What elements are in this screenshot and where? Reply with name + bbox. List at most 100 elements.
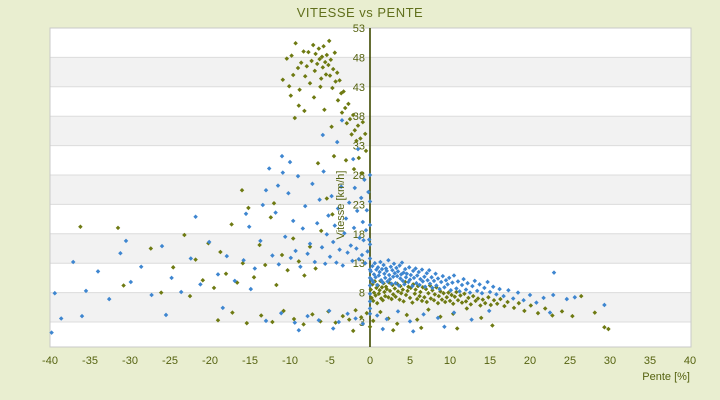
scatter-point-series-olive [475, 296, 481, 301]
scatter-point-series-olive [390, 292, 396, 297]
scatter-point-series-olive [328, 57, 334, 63]
scatter-point-series-blue [399, 260, 405, 265]
scatter-point-series-olive [379, 285, 385, 290]
scatter-point-series-blue [334, 260, 339, 265]
scatter-point-series-blue [356, 256, 362, 262]
scatter-point-series-blue [427, 281, 433, 287]
y-tick-label: 23 [353, 199, 365, 211]
scatter-point-series-blue [263, 188, 269, 193]
scatter-point-series-olive [419, 298, 425, 304]
scatter-point-series-blue [370, 263, 375, 269]
scatter-point-series-olive [215, 317, 221, 323]
scatter-point-series-olive [502, 303, 507, 309]
scatter-point-series-olive [449, 292, 454, 298]
scatter-point-series-olive [371, 290, 377, 295]
scatter-point-series-olive [454, 326, 460, 331]
scatter-point-series-blue [305, 313, 310, 319]
x-tick-label: 0 [367, 355, 373, 367]
scatter-point-series-olive [288, 93, 294, 98]
y-axis-title: Vitesse [km/h] [335, 170, 347, 240]
scatter-point-series-olive [462, 291, 467, 297]
scatter-point-series-blue [287, 159, 293, 165]
scatter-point-series-blue [422, 274, 427, 279]
x-tick-label: -30 [122, 355, 138, 367]
scatter-point-series-olive [412, 291, 418, 297]
scatter-point-series-olive [200, 277, 206, 283]
scatter-point-series-blue [391, 261, 397, 267]
scatter-point-series-blue [422, 284, 428, 289]
x-tick-label: 20 [524, 355, 536, 367]
scatter-point-series-blue [388, 264, 394, 269]
scatter-point-series-olive [400, 287, 406, 292]
scatter-point-series-blue [541, 295, 546, 301]
scatter-point-series-blue [485, 279, 490, 285]
scatter-point-series-blue [521, 297, 526, 303]
scatter-point-series-olive [258, 313, 264, 318]
scatter-point-series-blue [362, 177, 367, 182]
scatter-point-series-olive [486, 295, 491, 300]
scatter-point-series-blue [288, 255, 294, 261]
scatter-point-series-blue [70, 259, 76, 265]
scatter-point-series-blue [367, 256, 373, 261]
scatter-point-series-blue [482, 285, 487, 291]
scatter-point-series-olive [316, 46, 322, 51]
x-tick-label: -35 [82, 355, 98, 367]
scatter-point-series-blue [384, 268, 390, 274]
scatter-point-series-blue [410, 283, 415, 289]
scatter-point-series-olive [268, 215, 274, 220]
scatter-point-series-blue [330, 239, 336, 245]
scatter-point-series-blue [394, 265, 399, 271]
scatter-point-series-blue [392, 270, 398, 276]
scatter-point-series-olive [592, 310, 598, 315]
scatter-point-series-blue [442, 324, 447, 329]
scatter-point-series-olive [285, 267, 290, 273]
scatter-point-series-blue [378, 259, 383, 265]
scatter-point-series-olive [394, 321, 400, 327]
y-tick-label: 38 [353, 111, 365, 123]
scatter-point-series-olive [312, 68, 318, 74]
scatter-point-series-olive [367, 324, 373, 329]
scatter-point-series-olive [516, 300, 522, 306]
scatter-point-series-olive [356, 155, 362, 161]
scatter-point-series-olive [468, 302, 474, 307]
scatter-point-series-blue [296, 327, 302, 333]
scatter-point-series-olive [378, 309, 383, 315]
scatter-point-series-olive [428, 296, 434, 301]
scatter-point-series-blue [403, 275, 409, 280]
scatter-point-series-blue [327, 254, 333, 259]
scatter-point-series-olive [505, 299, 510, 305]
scatter-point-series-blue [360, 219, 366, 225]
scatter-point-series-blue [337, 247, 342, 252]
scatter-point-series-blue [442, 285, 447, 290]
scatter-point-series-blue [435, 276, 441, 281]
x-tick-label: -40 [42, 355, 58, 367]
scatter-point-series-blue [169, 275, 174, 281]
scatter-point-series-blue [224, 253, 230, 259]
scatter-point-series-olive [463, 299, 469, 304]
scatter-point-series-blue [451, 273, 457, 278]
scatter-point-series-blue [446, 275, 452, 281]
scatter-point-series-blue [429, 275, 434, 280]
scatter-point-series-blue [118, 250, 123, 256]
scatter-point-series-olive [478, 315, 484, 321]
scatter-point-series-blue [364, 208, 370, 213]
scatter-point-series-blue [359, 252, 365, 258]
scatter-point-series-blue [510, 296, 516, 301]
scatter-point-series-blue [393, 280, 398, 286]
scatter-point-series-blue [419, 267, 425, 272]
scatter-point-series-olive [78, 224, 83, 230]
scatter-point-series-olive [441, 290, 446, 296]
scatter-point-series-blue [320, 132, 326, 138]
scatter-point-series-olive [447, 298, 453, 304]
x-tick-label: -25 [162, 355, 178, 367]
scatter-point-series-blue [421, 312, 426, 317]
scatter-point-series-blue [338, 184, 344, 190]
scatter-point-series-olive [262, 262, 268, 268]
scatter-point-series-olive [370, 298, 376, 304]
scatter-point-series-blue [248, 286, 254, 292]
scatter-point-series-blue [430, 285, 435, 291]
scatter-point-series-blue [443, 277, 449, 283]
scatter-point-series-blue [461, 276, 466, 282]
scatter-point-series-blue [400, 278, 406, 284]
